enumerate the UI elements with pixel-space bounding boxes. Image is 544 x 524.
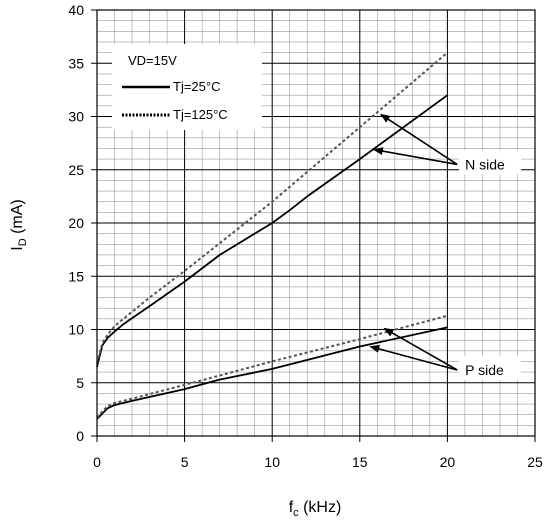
legend-title: VD=15V (128, 53, 177, 68)
p-side-dotted-line (96, 314, 448, 419)
tick-labels: 0 5 10 15 20 25 0 5 10 15 20 25 30 35 40 (68, 2, 543, 470)
p-side-solid-line (96, 326, 448, 420)
annotation-label: P side (465, 362, 504, 378)
y-tick-label: 15 (68, 268, 84, 284)
legend-label-dotted: Tj=125°C (173, 107, 228, 122)
y-tick-label: 5 (76, 375, 84, 391)
plot-frame (96, 9, 536, 437)
series-layer (96, 51, 449, 420)
y-tick-label: 0 (76, 428, 84, 444)
x-tick-label: 10 (264, 454, 280, 470)
y-axis-label: ID (mA) (9, 199, 29, 251)
annotation-layer: N side P side (369, 113, 522, 380)
y-tick-label: 30 (68, 109, 84, 125)
annotation-background (459, 355, 522, 380)
x-axis-label: fc (kHz) (289, 499, 342, 519)
y-tick-label: 35 (68, 55, 84, 71)
y-tick-label: 25 (68, 162, 84, 178)
y-tick-label: 10 (68, 322, 84, 338)
x-tick-label: 0 (93, 454, 101, 470)
annotation-arrow (369, 345, 458, 371)
annotation-arrow (372, 147, 458, 166)
legend: VD=15V Tj=25°C Tj=125°C (112, 44, 262, 130)
x-tick-label: 15 (352, 454, 368, 470)
legend-label-solid: Tj=25°C (173, 79, 220, 94)
x-tick-label: 25 (527, 454, 543, 470)
n-side-solid-line (96, 94, 448, 368)
annotation-arrow (383, 327, 458, 371)
annotation-label: N side (465, 156, 505, 172)
annotation-arrow (379, 113, 458, 166)
y-tick-label: 20 (68, 215, 84, 231)
annotation-background (459, 150, 522, 175)
x-tick-label: 20 (440, 454, 456, 470)
x-tick-label: 5 (181, 454, 189, 470)
y-tick-label: 40 (68, 2, 84, 18)
